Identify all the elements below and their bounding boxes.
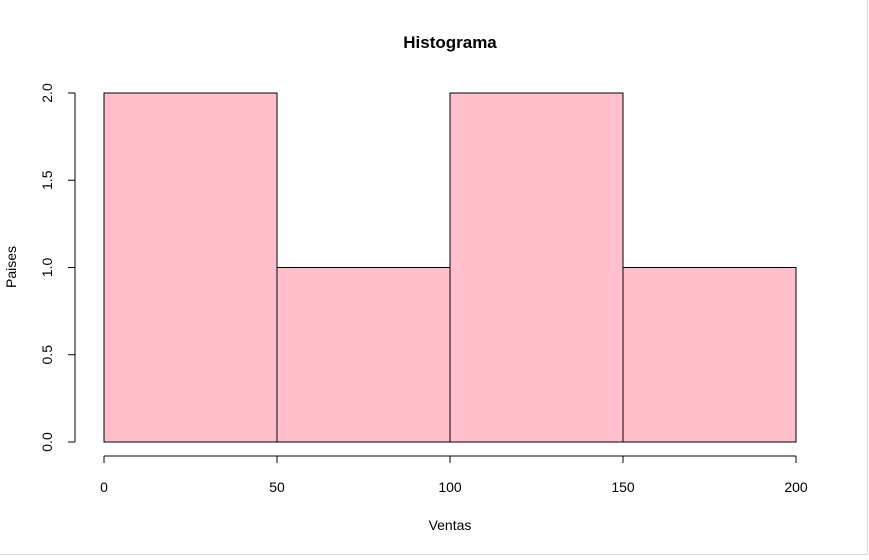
y-tick-label: 0.0 — [39, 432, 55, 452]
y-axis-label: Paises — [3, 246, 19, 288]
x-axis: 0 50 100 150 200 — [100, 455, 808, 495]
histogram-bar-2 — [276, 267, 451, 443]
histogram-bar-4 — [622, 267, 797, 443]
histogram-bar-3 — [449, 92, 624, 443]
x-tick-label: 50 — [269, 479, 285, 495]
y-tick-label: 2.0 — [39, 83, 55, 103]
x-tick-label: 0 — [100, 479, 108, 495]
y-tick-label: 0.5 — [39, 345, 55, 365]
histogram-bar-1 — [103, 92, 278, 443]
x-axis-label: Ventas — [429, 517, 472, 533]
y-tick-label: 1.0 — [39, 258, 55, 278]
chart-title: Histograma — [403, 33, 497, 52]
y-tick-label: 1.5 — [39, 170, 55, 190]
y-axis: 0.0 0.5 1.0 1.5 2.0 — [39, 83, 76, 452]
bars-group — [103, 92, 797, 443]
x-tick-label: 150 — [611, 479, 635, 495]
x-tick-label: 200 — [784, 479, 808, 495]
x-tick-label: 100 — [438, 479, 462, 495]
